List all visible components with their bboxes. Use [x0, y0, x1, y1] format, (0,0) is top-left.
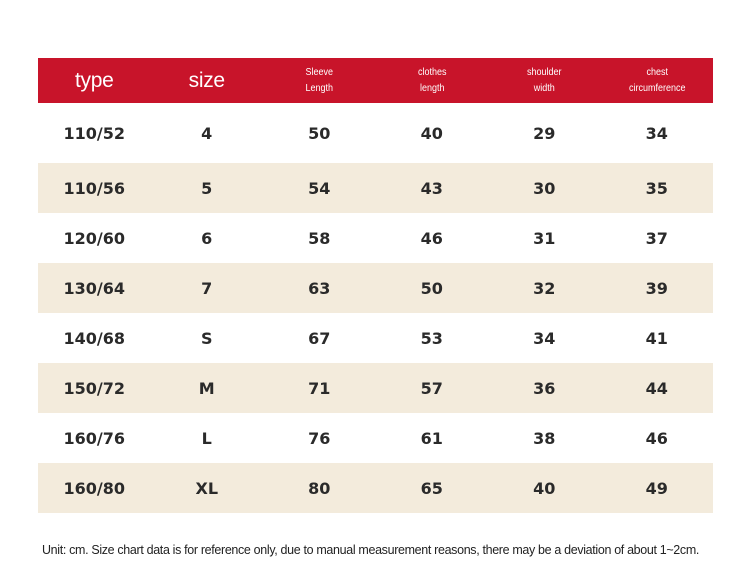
table-row: 150/72 M 71 57 36 44 — [38, 363, 713, 413]
header-row: type size Sleeve Length clothes length sho… — [38, 58, 713, 103]
cell-sleeve-length: 58 — [263, 213, 376, 263]
cell-shoulder-width: 29 — [488, 103, 601, 163]
table-row: 160/80 XL 80 65 40 49 — [38, 463, 713, 513]
cell-shoulder-width: 34 — [488, 313, 601, 363]
cell-type: 140/68 — [38, 313, 151, 363]
cell-chest-circumference: 49 — [600, 463, 713, 513]
table-row: 120/60 6 58 46 31 37 — [38, 213, 713, 263]
cell-clothes-length: 43 — [375, 163, 488, 213]
cell-sleeve-length: 80 — [263, 463, 376, 513]
col-header-chest-circumference: chest circumference — [600, 58, 713, 103]
size-chart-table: type size Sleeve Length clothes length sho… — [38, 58, 713, 513]
cell-shoulder-width: 30 — [488, 163, 601, 213]
cell-type: 110/56 — [38, 163, 151, 213]
table-row: 160/76 L 76 61 38 46 — [38, 413, 713, 463]
cell-shoulder-width: 32 — [488, 263, 601, 313]
table-row: 130/64 7 63 50 32 39 — [38, 263, 713, 313]
cell-chest-circumference: 46 — [600, 413, 713, 463]
cell-clothes-length: 50 — [375, 263, 488, 313]
cell-shoulder-width: 36 — [488, 363, 601, 413]
cell-chest-circumference: 39 — [600, 263, 713, 313]
cell-type: 160/76 — [38, 413, 151, 463]
cell-sleeve-length: 54 — [263, 163, 376, 213]
cell-size: XL — [150, 463, 263, 513]
cell-clothes-length: 53 — [375, 313, 488, 363]
cell-chest-circumference: 44 — [600, 363, 713, 413]
cell-sleeve-length: 50 — [263, 103, 376, 163]
cell-size: S — [150, 313, 263, 363]
table-row: 140/68 S 67 53 34 41 — [38, 313, 713, 363]
col-header-size: size — [150, 58, 263, 103]
cell-clothes-length: 61 — [375, 413, 488, 463]
cell-chest-circumference: 41 — [600, 313, 713, 363]
cell-chest-circumference: 34 — [600, 103, 713, 163]
cell-sleeve-length: 76 — [263, 413, 376, 463]
cell-sleeve-length: 63 — [263, 263, 376, 313]
col-header-sleeve-length: Sleeve Length — [263, 58, 376, 103]
cell-type: 130/64 — [38, 263, 151, 313]
cell-clothes-length: 40 — [375, 103, 488, 163]
col-header-shoulder-width: shoulder width — [488, 58, 601, 103]
cell-size: 7 — [150, 263, 263, 313]
cell-type: 110/52 — [38, 103, 151, 163]
col-header-type: type — [38, 58, 151, 103]
cell-type: 120/60 — [38, 213, 151, 263]
table-row: 110/52 4 50 40 29 34 — [38, 103, 713, 163]
cell-sleeve-length: 67 — [263, 313, 376, 363]
cell-clothes-length: 57 — [375, 363, 488, 413]
cell-size: 5 — [150, 163, 263, 213]
cell-type: 150/72 — [38, 363, 151, 413]
table-body: 110/52 4 50 40 29 34 110/56 5 54 43 30 35 120/60 6 58 4… — [38, 103, 713, 513]
cell-sleeve-length: 71 — [263, 363, 376, 413]
col-header-clothes-length: clothes length — [375, 58, 488, 103]
cell-clothes-length: 46 — [375, 213, 488, 263]
table-row: 110/56 5 54 43 30 35 — [38, 163, 713, 213]
cell-shoulder-width: 38 — [488, 413, 601, 463]
cell-size: L — [150, 413, 263, 463]
cell-chest-circumference: 35 — [600, 163, 713, 213]
cell-shoulder-width: 31 — [488, 213, 601, 263]
table-header: type size Sleeve Length clothes length sho… — [38, 58, 713, 103]
size-chart-note: Unit: cm. Size chart data is for referen… — [42, 542, 700, 557]
cell-size: 4 — [150, 103, 263, 163]
cell-chest-circumference: 37 — [600, 213, 713, 263]
cell-shoulder-width: 40 — [488, 463, 601, 513]
cell-clothes-length: 65 — [375, 463, 488, 513]
cell-size: 6 — [150, 213, 263, 263]
cell-type: 160/80 — [38, 463, 151, 513]
cell-size: M — [150, 363, 263, 413]
